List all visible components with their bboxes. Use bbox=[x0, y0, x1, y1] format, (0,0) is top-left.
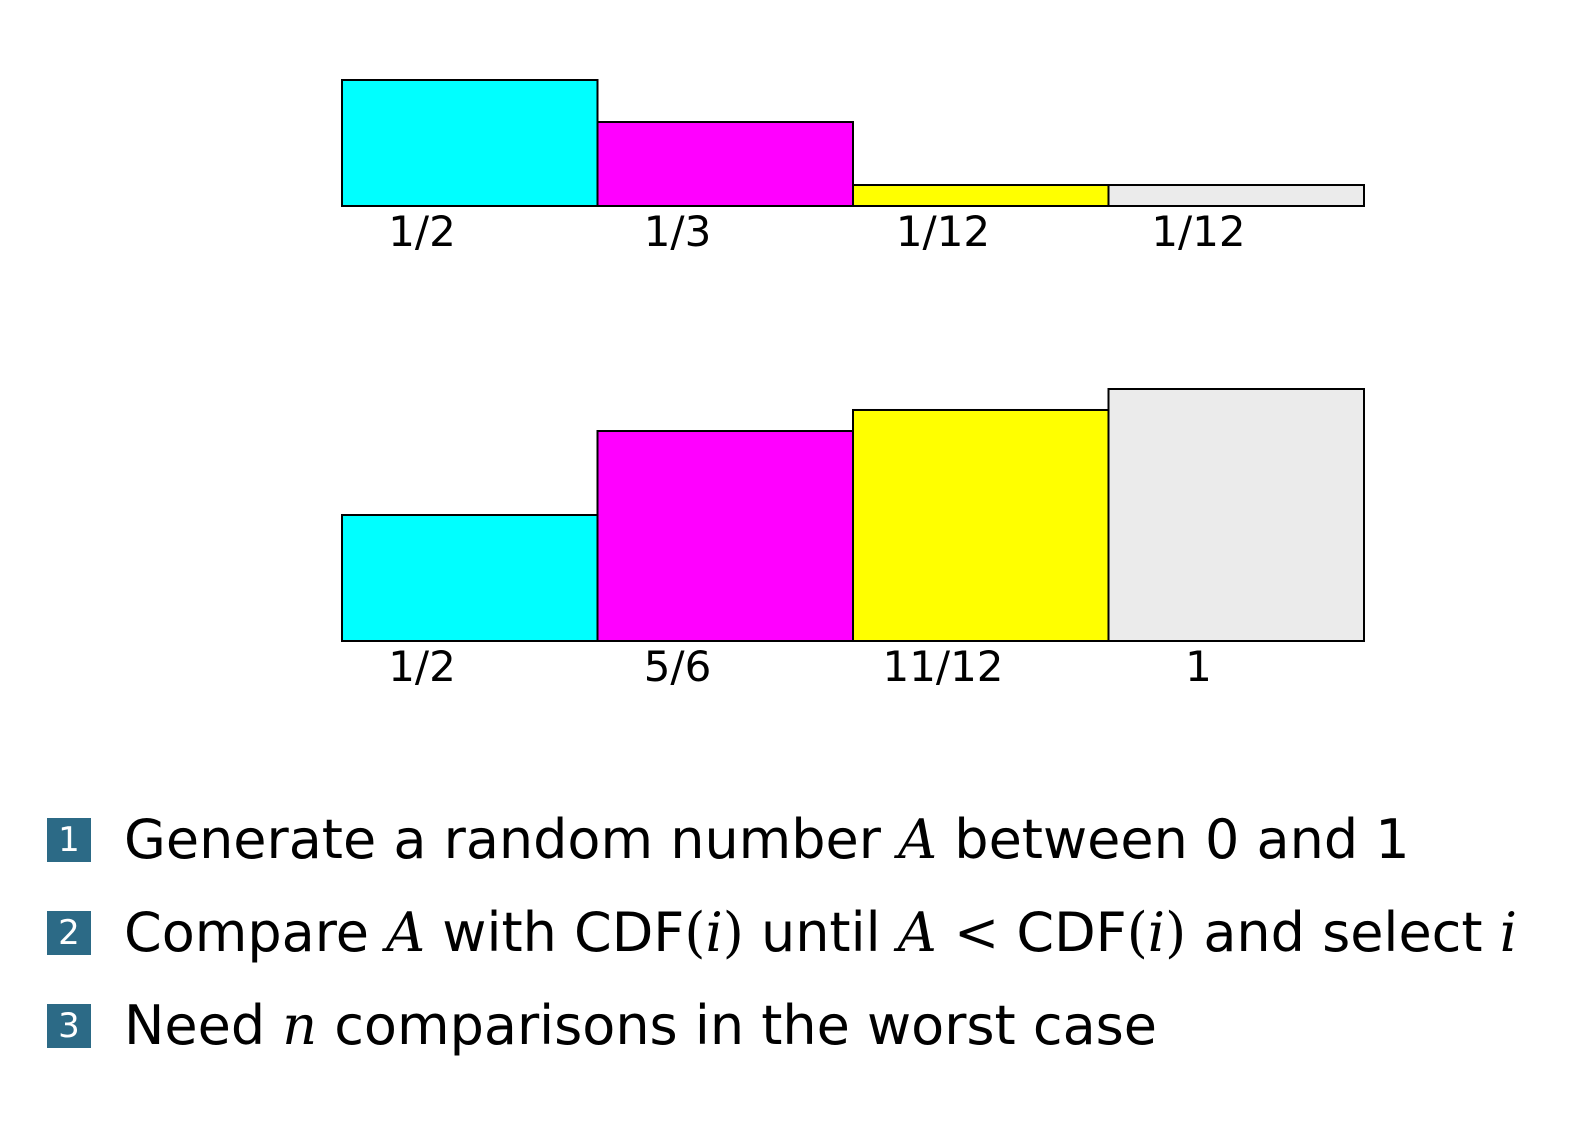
cdf-label-4: 1 bbox=[1185, 642, 1212, 691]
probability-row: 1/2 1/3 1/12 1/12 bbox=[341, 79, 1365, 256]
variable-a: A bbox=[897, 901, 937, 964]
step-2-text: Compare A with CDF(i) until A < CDF(i) a… bbox=[124, 906, 1517, 960]
close-paren: ) bbox=[722, 901, 744, 964]
step-2: 2 Compare A with CDF(i) until A < CDF(i)… bbox=[47, 898, 1517, 968]
step-2-text-e: and select bbox=[1186, 901, 1500, 964]
step-1: 1 Generate a random number A between 0 a… bbox=[47, 805, 1410, 875]
variable-a: A bbox=[898, 808, 938, 871]
open-paren: ( bbox=[684, 901, 706, 964]
step-2-text-b: with CDF bbox=[425, 901, 685, 964]
variable-a: A bbox=[386, 901, 426, 964]
step-2-text-c: until bbox=[743, 901, 898, 964]
step-3: 3 Need n comparisons in the worst case bbox=[47, 991, 1157, 1061]
step-1-text-a: Generate a random number bbox=[124, 808, 899, 871]
step-2-text-d: CDF bbox=[1016, 901, 1127, 964]
cdf-label-1: 1/2 bbox=[388, 642, 456, 691]
variable-i: i bbox=[1147, 901, 1166, 964]
variable-n: n bbox=[282, 994, 318, 1057]
probability-label-2: 1/3 bbox=[644, 207, 712, 256]
cdf-bar-4 bbox=[1107, 388, 1365, 642]
step-2-text-a: Compare bbox=[124, 901, 387, 964]
step-1-text-b: between 0 and 1 bbox=[937, 808, 1410, 871]
probability-bar-1 bbox=[341, 79, 599, 207]
step-3-text-b: comparisons in the worst case bbox=[317, 994, 1158, 1057]
variable-i: i bbox=[1499, 901, 1517, 964]
cdf-row: 1/2 5/6 11/12 1 bbox=[341, 388, 1365, 691]
probability-bar-3 bbox=[852, 184, 1110, 208]
probability-label-1: 1/2 bbox=[388, 207, 456, 256]
step-3-text-a: Need bbox=[124, 994, 283, 1057]
cdf-bar-3 bbox=[852, 408, 1110, 643]
pmf-cdf-diagram: 1/2 1/3 1/12 1/12 1/2 5/6 11/12 1 bbox=[341, 79, 1365, 691]
probability-bar-2 bbox=[596, 121, 854, 207]
cdf-label-2: 5/6 bbox=[644, 642, 712, 691]
variable-i: i bbox=[705, 901, 723, 964]
step-3-number-badge: 3 bbox=[47, 1004, 91, 1048]
cdf-bar-2 bbox=[596, 430, 854, 642]
probability-bar-4 bbox=[1107, 184, 1365, 208]
cdf-label-3: 11/12 bbox=[882, 642, 1003, 691]
close-paren: ) bbox=[1165, 901, 1187, 964]
probability-label-4: 1/12 bbox=[1151, 207, 1245, 256]
step-3-text: Need n comparisons in the worst case bbox=[124, 999, 1157, 1053]
open-paren: ( bbox=[1126, 901, 1148, 964]
step-1-number-badge: 1 bbox=[47, 818, 91, 862]
step-2-number-badge: 2 bbox=[47, 911, 91, 955]
step-1-text: Generate a random number A between 0 and… bbox=[124, 813, 1410, 867]
probability-label-3: 1/12 bbox=[896, 207, 990, 256]
cdf-bar-1 bbox=[341, 514, 599, 642]
less-than-sign: < bbox=[936, 901, 1017, 964]
